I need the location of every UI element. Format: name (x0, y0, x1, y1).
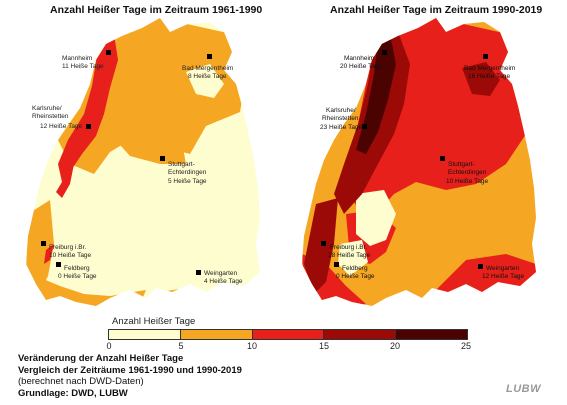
legend-tickmark (180, 329, 181, 340)
station-markers-right (321, 50, 488, 269)
legend-tick-label: 15 (318, 341, 330, 351)
legend-color-scale (108, 329, 468, 340)
station-name: Stuttgart- (448, 161, 475, 168)
station-value: 0 Heiße Tage (336, 273, 375, 280)
legend-tick-label: 5 (178, 341, 184, 351)
station-name: Weingarten (486, 265, 520, 272)
legend-tickmark (395, 329, 396, 340)
station-name: Bad Mergentheim (464, 65, 515, 72)
station-name: Freiburg i.Br. (49, 244, 86, 251)
legend-tick-label: 25 (460, 341, 472, 351)
station-value: 10 Heiße Tage (446, 178, 489, 185)
station-value: 23 Heiße Tage (320, 124, 363, 131)
station-name: Feldberg (342, 265, 368, 272)
station-marker-bad-mergentheim (483, 54, 488, 59)
station-name: Bad Mergentheim (182, 65, 233, 72)
station-name: Weingarten (204, 270, 238, 277)
station-value: 20 Heiße Tage (340, 63, 383, 70)
station-value: 11 Heiße Tage (62, 63, 104, 70)
map-title-1990-2019: Anzahl Heißer Tage im Zeitraum 1990-2019 (330, 4, 543, 16)
station-marker-stuttgart (440, 156, 445, 161)
station-marker-freiburg (321, 241, 326, 246)
legend-swatch-0-5 (109, 330, 181, 339)
station-marker-weingarten (196, 270, 201, 275)
station-value: 4 Heiße Tage (204, 278, 243, 285)
station-marker-feldberg (334, 262, 339, 267)
station-value: 12 Heiße Tage (40, 123, 83, 130)
caption-heading: Veränderung der Anzahl Heißer Tage (18, 353, 184, 364)
caption-source: Grundlage: DWD, LUBW (18, 387, 128, 399)
station-value: 0 Heiße Tage (58, 273, 97, 280)
station-markers-left (41, 50, 212, 275)
station-name: Mannheim (344, 55, 374, 62)
station-marker-weingarten (478, 264, 483, 269)
station-marker-feldberg (56, 262, 61, 267)
legend-tickmark (252, 329, 253, 340)
station-value: 5 Heiße Tage (168, 178, 207, 185)
map-1961-1990: Mannheim 11 Heiße Tage Bad Mergentheim 8… (26, 18, 260, 306)
station-name: Karlsruhe/ (326, 107, 356, 114)
legend-tickmark (323, 329, 324, 340)
station-name: Echterdingen (168, 169, 207, 176)
station-name: Rheinstetten (32, 113, 69, 120)
legend-tick-label: 10 (246, 341, 258, 351)
station-name: Mannheim (62, 55, 92, 62)
station-labels-right: Mannheim 20 Heiße Tage Bad Mergentheim 1… (320, 55, 525, 280)
legend-swatch-5-10 (180, 330, 253, 339)
station-marker-bad-mergentheim (207, 54, 212, 59)
station-name: Karlsruhe/ (32, 105, 62, 112)
station-name: Stuttgart- (168, 161, 195, 168)
station-value: 12 Heiße Tage (482, 273, 525, 280)
station-marker-karlsruhe (362, 124, 367, 129)
legend-title: Anzahl Heißer Tage (112, 316, 196, 327)
station-value: 10 Heiße Tage (49, 252, 92, 259)
map-1990-2019: Mannheim 20 Heiße Tage Bad Mergentheim 1… (302, 18, 536, 306)
station-value: 18 Heiße Tage (328, 252, 371, 259)
caption-comparison: Vergleich der Zeiträume 1961-1990 und 19… (18, 364, 242, 376)
legend-tick-label: 0 (106, 341, 112, 351)
legend-swatch-15-20 (323, 330, 396, 339)
figure-caption: Veränderung der Anzahl Heißer Tage Vergl… (18, 353, 242, 399)
legend-tick-label: 20 (389, 341, 401, 351)
station-marker-mannheim (382, 50, 387, 55)
station-marker-stuttgart (160, 156, 165, 161)
station-marker-mannheim (106, 50, 111, 55)
station-name: Freiburg i.Br. (330, 244, 367, 251)
station-labels-left: Mannheim 11 Heiße Tage Bad Mergentheim 8… (32, 55, 243, 285)
station-value: 16 Heiße Tage (468, 73, 511, 80)
legend-swatch-20-25 (395, 330, 467, 339)
caption-method: (berechnet nach DWD-Daten) (18, 376, 144, 387)
legend-swatch-10-15 (252, 330, 324, 339)
map-title-1961-1990: Anzahl Heißer Tage im Zeitraum 1961-1990 (50, 4, 263, 16)
station-name: Echterdingen (448, 169, 487, 176)
station-value: 8 Heiße Tage (188, 73, 227, 80)
station-marker-freiburg (41, 241, 46, 246)
station-name: Feldberg (64, 265, 90, 272)
station-marker-karlsruhe (86, 124, 91, 129)
station-name: Rheinstetten (322, 115, 359, 122)
lubw-logo: LUBW (506, 383, 541, 395)
